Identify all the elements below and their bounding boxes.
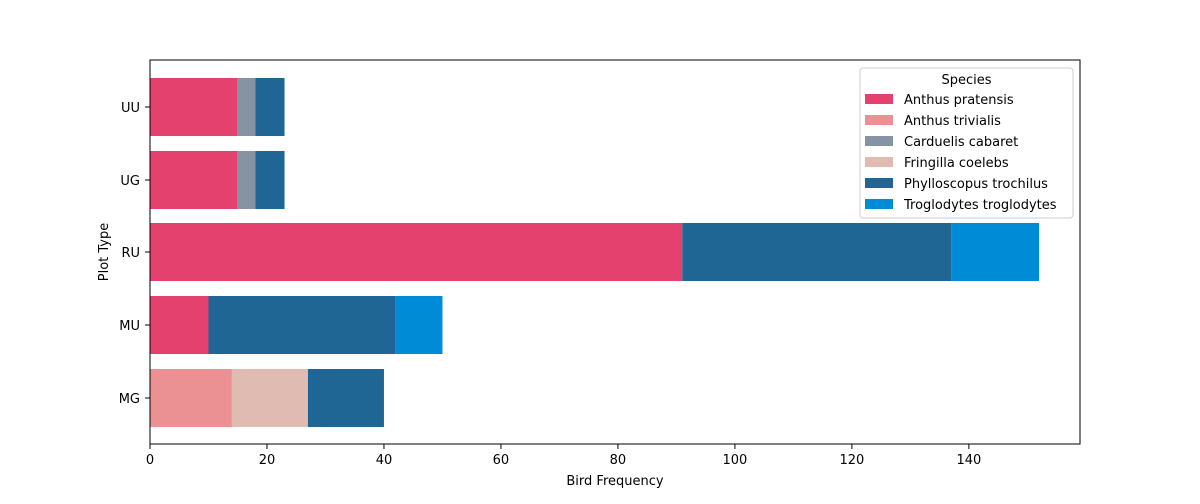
bar-ru-troglodytes-troglodytes (951, 223, 1040, 281)
legend-entry-label: Fringilla coelebs (904, 156, 1009, 171)
bar-ru-anthus-pratensis (150, 223, 683, 281)
x-tick-label: 20 (259, 453, 276, 468)
legend-entry-label: Anthus trivialis (904, 114, 1001, 129)
bar-mg-fringilla-coelebs (231, 369, 308, 427)
legend-entry-label: Troglodytes troglodytes (903, 198, 1057, 213)
bar-ug-anthus-pratensis (150, 151, 238, 209)
y-tick-label: UG (120, 174, 140, 189)
legend-entry-label: Phylloscopus trochilus (904, 177, 1048, 192)
bar-ug-phylloscopus-trochilus (255, 151, 285, 209)
axes-layer: 0 20 40 60 80 100 120 140 MG MU RU UG UU Bird Frequen… (97, 59, 1081, 489)
legend-swatch (865, 178, 893, 188)
legend-entry-label: Anthus pratensis (904, 93, 1014, 108)
y-tick-label: MG (119, 392, 140, 407)
x-axis-label: Bird Frequency (566, 474, 663, 489)
x-tick-label: 100 (722, 453, 747, 468)
y-tick-label: RU (121, 246, 140, 261)
legend-swatch (865, 115, 893, 125)
x-tick-label: 60 (493, 453, 510, 468)
x-tick-label: 120 (839, 453, 864, 468)
legend-swatch (865, 94, 893, 104)
x-tick-label: 140 (956, 453, 981, 468)
bar-ug-carduelis-cabaret (237, 151, 256, 209)
bars-layer (150, 78, 1040, 427)
legend-swatch (865, 199, 893, 209)
legend-swatch (865, 157, 893, 167)
legend-title: Species (941, 73, 991, 88)
bar-mg-phylloscopus-trochilus (307, 369, 384, 427)
x-tick-label: 80 (610, 453, 627, 468)
x-tick-label: 40 (376, 453, 393, 468)
legend: Species Anthus pratensis Anthus trivialis C… (859, 67, 1074, 219)
bar-uu-anthus-pratensis (150, 78, 238, 136)
x-tick-label: 0 (146, 453, 154, 468)
legend-entry-label: Carduelis cabaret (904, 135, 1018, 150)
legend-box (859, 67, 1074, 219)
bar-mu-anthus-pratensis (150, 296, 209, 354)
bar-uu-phylloscopus-trochilus (255, 78, 285, 136)
y-tick-label: UU (121, 101, 140, 116)
y-tick-label: MU (119, 319, 140, 334)
bar-mu-troglodytes-troglodytes (395, 296, 443, 354)
bar-mu-phylloscopus-trochilus (208, 296, 396, 354)
bar-uu-carduelis-cabaret (237, 78, 256, 136)
y-axis-label: Plot Type (97, 223, 112, 282)
bar-mg-anthus-trivialis (150, 369, 232, 427)
legend-swatch (865, 136, 893, 146)
bar-ru-phylloscopus-trochilus (682, 223, 952, 281)
